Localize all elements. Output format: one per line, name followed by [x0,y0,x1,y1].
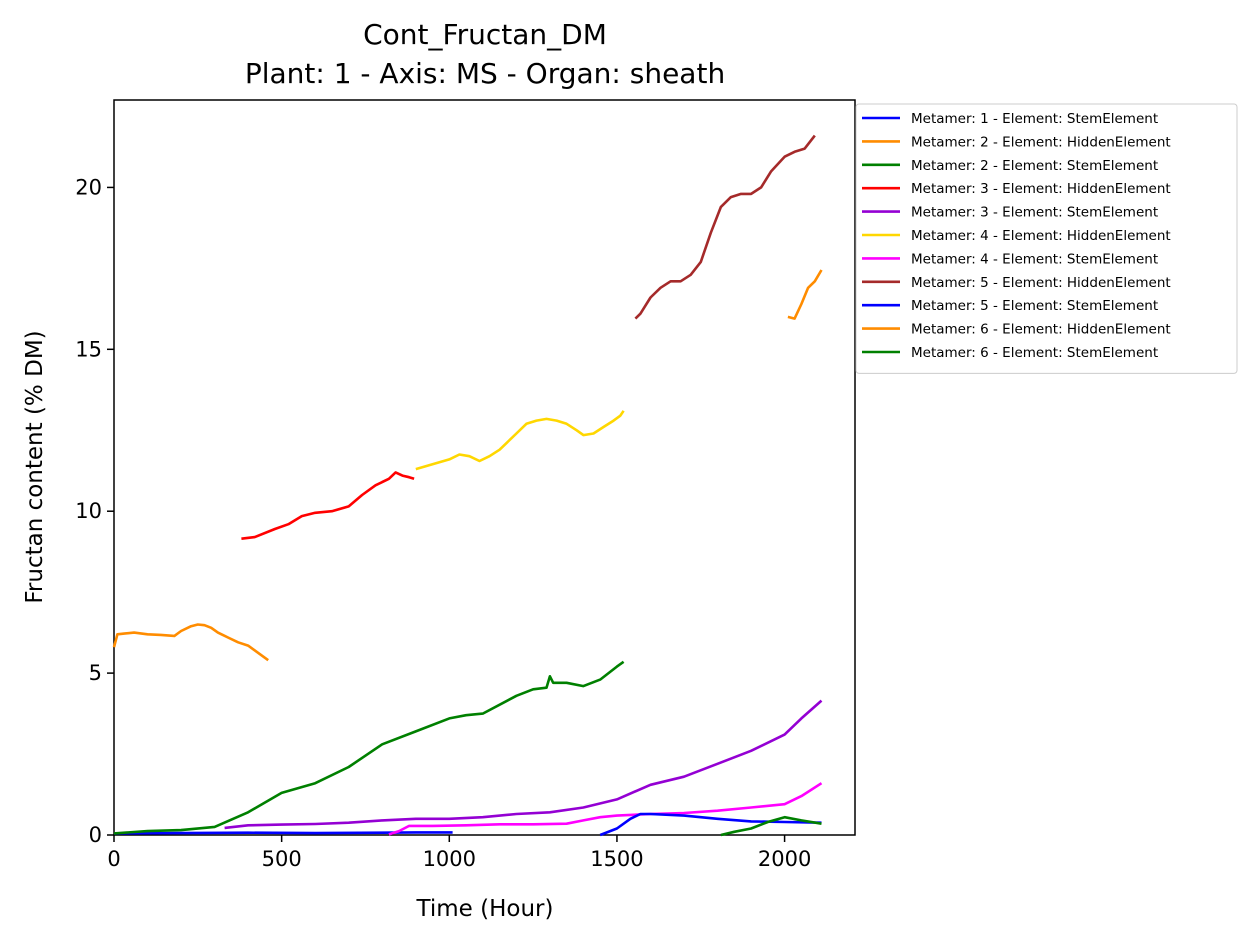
y-axis-label: Fructan content (% DM) [22,330,48,603]
legend-label: Metamer: 6 - Element: HiddenElement [911,322,1171,338]
series-line-8 [634,134,816,320]
x-tick-label: 500 [262,847,302,871]
y-axis: 0 5 10 15 20 [75,175,114,847]
series-line-5 [224,699,823,830]
series-line-6 [415,410,625,471]
legend-label: Metamer: 3 - Element: StemElement [911,205,1158,221]
series-layer [112,134,823,837]
chart-title: Cont_Fructan_DM [363,18,607,51]
y-tick-label: 10 [75,499,102,523]
x-tick-label: 1000 [423,847,476,871]
legend-label: Metamer: 4 - Element: HiddenElement [911,228,1171,244]
legend-label: Metamer: 2 - Element: HiddenElement [911,134,1171,150]
y-tick-label: 20 [75,175,102,199]
y-tick-label: 5 [89,661,102,685]
legend-label: Metamer: 6 - Element: StemElement [911,345,1158,361]
legend-label: Metamer: 4 - Element: StemElement [911,251,1158,267]
series-line-3 [113,660,625,835]
legend-label: Metamer: 3 - Element: HiddenElement [911,181,1171,197]
x-tick-label: 0 [107,847,120,871]
x-axis-label: Time (Hour) [416,896,554,922]
x-axis: 0 500 1000 1500 2000 [107,835,811,871]
legend-label: Metamer: 5 - Element: StemElement [911,298,1158,314]
legend-label: Metamer: 5 - Element: HiddenElement [911,275,1171,291]
series-line-7 [388,782,823,836]
series-line-2 [112,623,269,662]
legend: Metamer: 1 - Element: StemElement Metamer… [855,103,1238,374]
legend-label: Metamer: 2 - Element: StemElement [911,158,1158,174]
plot-area [113,99,856,836]
chart-subtitle: Plant: 1 - Axis: MS - Organ: sheath [245,57,725,90]
series-line-10 [787,269,823,320]
series-line-11 [720,815,822,837]
x-tick-label: 1500 [590,847,643,871]
series-line-1 [113,831,453,835]
y-tick-label: 0 [89,823,102,847]
legend-frame [855,103,1238,374]
x-tick-label: 2000 [758,847,811,871]
y-tick-label: 15 [75,337,102,361]
legend-label: Metamer: 1 - Element: StemElement [911,111,1158,127]
series-line-4 [241,471,415,540]
